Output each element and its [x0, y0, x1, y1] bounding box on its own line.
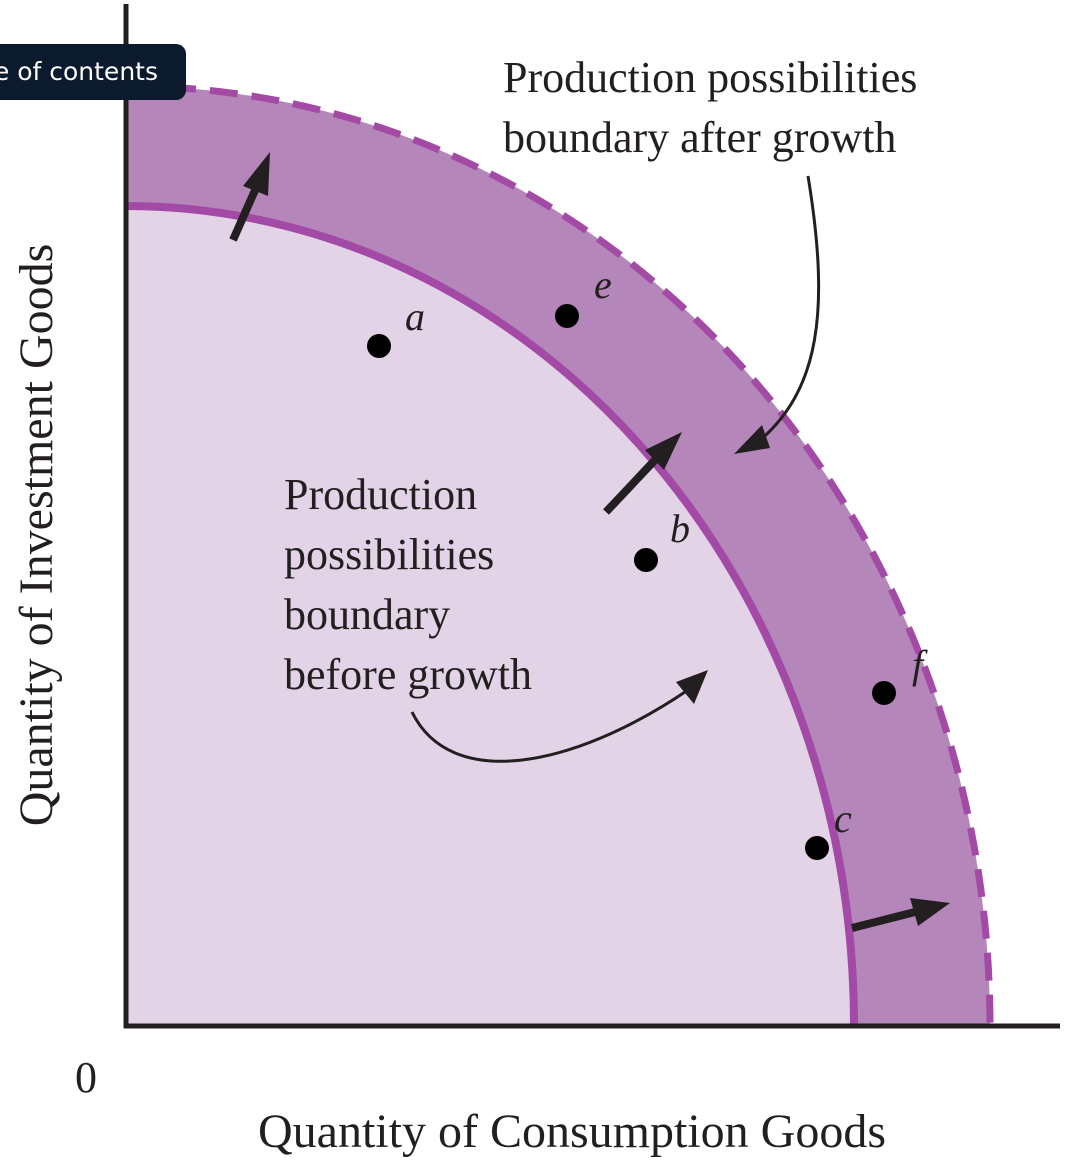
point-b [634, 548, 658, 572]
point-c-label: c [834, 796, 852, 841]
point-a-label: a [405, 294, 425, 339]
before-growth-label: Production possibilities boundary before… [284, 470, 532, 699]
before-growth-region [126, 206, 854, 1026]
shift-arrow-middle [603, 432, 682, 515]
after-growth-boundary-line [126, 82, 994, 1026]
point-c [805, 836, 829, 860]
before-growth-label-line-3: boundary [284, 590, 450, 639]
y-axis-label: Quantity of Investment Goods [10, 244, 63, 827]
point-a [367, 334, 391, 358]
after-growth-label-line-2: boundary after growth [503, 113, 896, 162]
after-growth-label: Production possibilities boundary after … [503, 53, 928, 162]
x-axis-label: Quantity of Consumption Goods [258, 1105, 886, 1158]
origin-label: 0 [75, 1053, 97, 1102]
shift-arrow-top [229, 152, 270, 242]
after-growth-label-line-1: Production possibilities [503, 53, 917, 102]
before-growth-boundary-line [126, 202, 858, 1026]
table-of-contents-button[interactable]: e of contents [0, 44, 186, 100]
point-f [872, 681, 896, 705]
after-growth-label-arrow [734, 175, 821, 454]
point-e [555, 304, 579, 328]
point-b-label: b [670, 506, 690, 551]
shift-arrow-right [851, 898, 950, 932]
before-growth-label-line-1: Production [284, 470, 477, 519]
before-growth-label-line-4: before growth [284, 650, 532, 699]
point-e-label: e [594, 262, 612, 307]
before-growth-label-line-2: possibilities [284, 530, 494, 579]
before-growth-label-arrow [410, 670, 708, 763]
